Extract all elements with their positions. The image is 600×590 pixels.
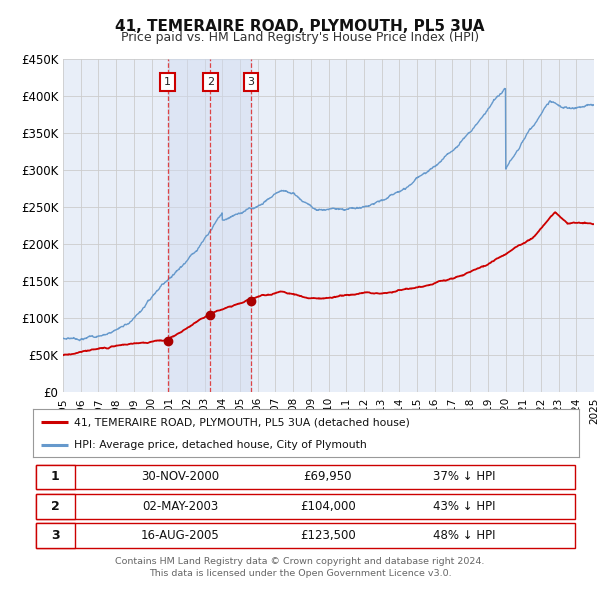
Text: 2: 2 bbox=[51, 500, 60, 513]
Text: 1: 1 bbox=[164, 77, 171, 87]
Text: £104,000: £104,000 bbox=[300, 500, 356, 513]
Text: 30-NOV-2000: 30-NOV-2000 bbox=[142, 470, 220, 483]
Text: 48% ↓ HPI: 48% ↓ HPI bbox=[433, 529, 496, 542]
Text: 1: 1 bbox=[51, 470, 60, 483]
Text: 16-AUG-2005: 16-AUG-2005 bbox=[141, 529, 220, 542]
FancyBboxPatch shape bbox=[36, 464, 575, 490]
Text: 3: 3 bbox=[51, 529, 59, 542]
Text: This data is licensed under the Open Government Licence v3.0.: This data is licensed under the Open Gov… bbox=[149, 569, 451, 578]
Text: 37% ↓ HPI: 37% ↓ HPI bbox=[433, 470, 496, 483]
FancyBboxPatch shape bbox=[36, 494, 75, 519]
FancyBboxPatch shape bbox=[36, 523, 575, 548]
Text: 43% ↓ HPI: 43% ↓ HPI bbox=[433, 500, 496, 513]
FancyBboxPatch shape bbox=[36, 464, 75, 490]
Bar bbox=[168, 59, 251, 392]
Text: £123,500: £123,500 bbox=[300, 529, 356, 542]
Text: Price paid vs. HM Land Registry's House Price Index (HPI): Price paid vs. HM Land Registry's House … bbox=[121, 31, 479, 44]
FancyBboxPatch shape bbox=[36, 523, 75, 548]
Text: 41, TEMERAIRE ROAD, PLYMOUTH, PL5 3UA (detached house): 41, TEMERAIRE ROAD, PLYMOUTH, PL5 3UA (d… bbox=[74, 417, 410, 427]
Text: 3: 3 bbox=[247, 77, 254, 87]
Text: 02-MAY-2003: 02-MAY-2003 bbox=[142, 500, 218, 513]
Text: 41, TEMERAIRE ROAD, PLYMOUTH, PL5 3UA: 41, TEMERAIRE ROAD, PLYMOUTH, PL5 3UA bbox=[115, 19, 485, 34]
Text: 2: 2 bbox=[207, 77, 214, 87]
FancyBboxPatch shape bbox=[36, 494, 575, 519]
Text: £69,950: £69,950 bbox=[304, 470, 352, 483]
Text: Contains HM Land Registry data © Crown copyright and database right 2024.: Contains HM Land Registry data © Crown c… bbox=[115, 557, 485, 566]
Text: HPI: Average price, detached house, City of Plymouth: HPI: Average price, detached house, City… bbox=[74, 440, 367, 450]
